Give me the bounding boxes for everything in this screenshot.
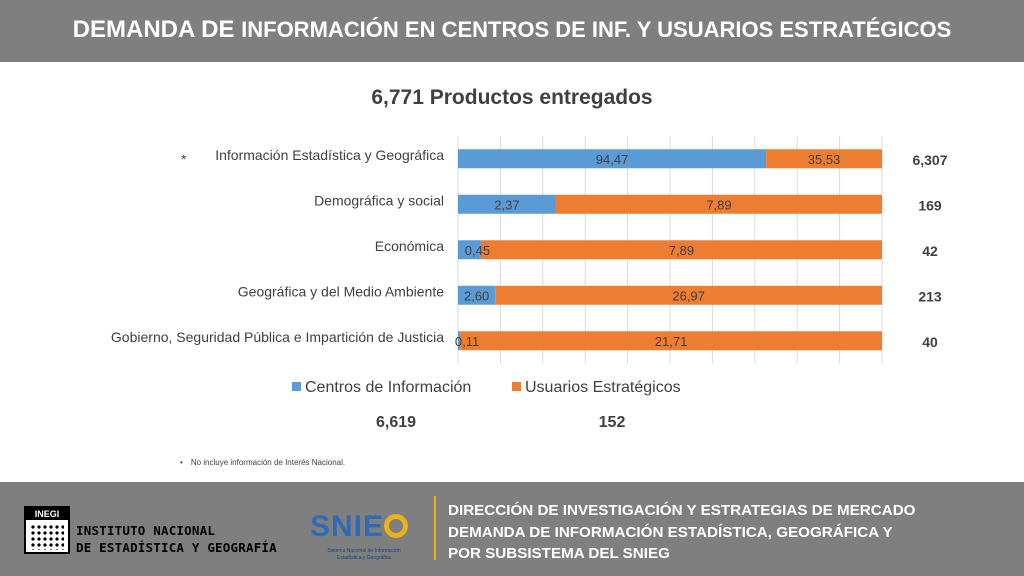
row-total: 169 <box>918 197 942 213</box>
bar-usuarios-estrategicos <box>480 240 882 260</box>
footer-line1: DIRECCIÓN DE INVESTIGACIÓN Y ESTRATEGIAS… <box>448 502 916 519</box>
category-label: Gobierno, Seguridad Pública e Impartició… <box>111 329 444 345</box>
category-label: Demográfica y social <box>314 192 444 208</box>
footer-divider <box>434 496 436 560</box>
institute-name-line1: INSTITUTO NACIONAL <box>76 523 216 538</box>
header-bar: DEMANDA DE INFORMACIÓN EN CENTROS DE INF… <box>0 0 1024 62</box>
series-total-centros: 6,619 <box>376 414 416 431</box>
data-label-usuarios: 7,89 <box>669 243 694 258</box>
data-label-usuarios: 35,53 <box>808 152 841 167</box>
legend-label-centros: Centros de Información <box>305 379 471 396</box>
data-label-usuarios: 21,71 <box>655 334 688 349</box>
inegi-dot-pattern <box>30 524 64 550</box>
inegi-logo-mark: INEGI <box>26 508 68 520</box>
bar-centros-de-informacion <box>458 149 767 169</box>
data-label-centros: 2,37 <box>494 197 519 212</box>
data-label-usuarios: 7,89 <box>706 197 731 212</box>
footnote: • No incluye información de Interés Nacio… <box>180 458 345 467</box>
row-total: 42 <box>922 243 938 259</box>
legend-swatch-centros <box>292 382 301 391</box>
snieg-subtitle-line2: Estadística y Geográfica <box>336 555 392 561</box>
footer-line3: POR SUBSISTEMA DEL SNIEG <box>448 545 670 562</box>
footer-text: DIRECCIÓN DE INVESTIGACIÓN Y ESTRATEGIAS… <box>448 500 916 565</box>
legend-label-usuarios: Usuarios Estratégicos <box>525 379 681 396</box>
category-marker: * <box>181 151 187 167</box>
institute-name: INSTITUTO NACIONAL DE ESTADÍSTICA Y GEOG… <box>76 522 277 556</box>
category-label: Económica <box>375 238 444 254</box>
data-label-centros: 2,60 <box>464 288 489 303</box>
row-total: 40 <box>922 334 938 350</box>
footnote-text: No incluye información de Interés Nacion… <box>190 458 346 467</box>
bar-centros-de-informacion <box>458 240 481 260</box>
inegi-logo: INEGI <box>24 506 70 554</box>
bar-usuarios-estrategicos <box>766 149 882 169</box>
page-title-part2: INFORMACIÓN EN CENTROS DE INF. Y USUARIO… <box>241 17 952 42</box>
data-label-centros: 0,11 <box>455 334 479 349</box>
snieg-subtitle: Sistema Nacional de Información Estadíst… <box>308 548 420 562</box>
footer-line2: DEMANDA DE INFORMACIÓN ESTADÍSTICA, GEOG… <box>448 523 893 541</box>
snieg-logo: SNIE Sistema Nacional de Información Est… <box>308 510 420 570</box>
snieg-subtitle-line1: Sistema Nacional de Información <box>327 548 401 554</box>
footnote-bullet: • <box>180 458 183 467</box>
category-label: Geográfica y del Medio Ambiente <box>238 283 444 299</box>
footer-bar: INEGI INSTITUTO NACIONAL DE ESTADÍSTICA … <box>0 482 1024 576</box>
snieg-wordmark: SNIE <box>310 510 409 544</box>
bar-usuarios-estrategicos <box>555 194 882 214</box>
bar-centros-de-informacion <box>458 331 461 351</box>
category-label: Información Estadística y Geográfica <box>215 147 444 163</box>
bar-centros-de-informacion <box>458 194 556 214</box>
data-label-centros: 0,45 <box>465 243 490 258</box>
snieg-g-ring-icon <box>384 514 409 538</box>
snieg-wordmark-text: SNIE <box>310 510 385 543</box>
chart-title: 6,771 Productos entregados <box>371 86 653 109</box>
legend-swatch-usuarios <box>512 382 521 391</box>
page-title-part1: DEMANDA DE <box>72 16 242 43</box>
data-label-usuarios: 26,97 <box>672 288 705 303</box>
series-total-usuarios: 152 <box>599 414 626 431</box>
bar-centros-de-informacion <box>458 285 496 305</box>
row-total: 6,307 <box>912 152 947 168</box>
page-title: DEMANDA DE INFORMACIÓN EN CENTROS DE INF… <box>0 16 1024 44</box>
institute-name-line2: DE ESTADÍSTICA Y GEOGRAFÍA <box>76 540 277 555</box>
bar-usuarios-estrategicos <box>460 331 882 351</box>
bar-usuarios-estrategicos <box>495 285 882 305</box>
row-total: 213 <box>918 288 942 304</box>
data-label-centros: 94,47 <box>596 152 629 167</box>
stacked-bar-chart: 94,47 35,53 Información Estadística y Geog… <box>111 136 948 431</box>
